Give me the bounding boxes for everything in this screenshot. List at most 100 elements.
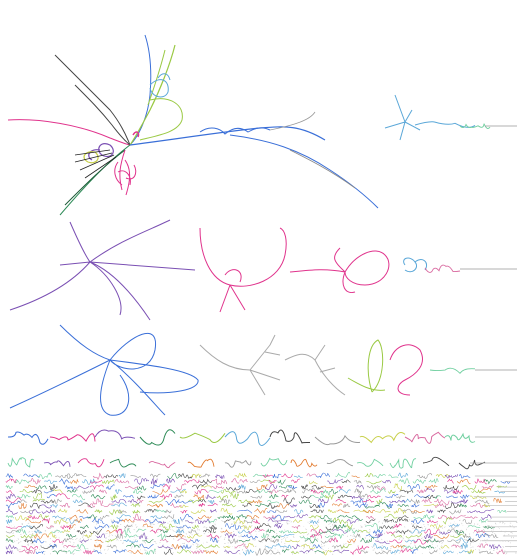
component-chain: [132, 488, 143, 495]
component-chain: [76, 508, 89, 514]
component-chain: [37, 472, 52, 479]
component-chain: [277, 479, 286, 485]
component-chain: [358, 493, 369, 500]
component-speck: [409, 542, 412, 545]
component-speck: [312, 528, 315, 531]
component-speck: [341, 552, 343, 555]
component-chain: [21, 524, 34, 529]
component-chain: [188, 499, 203, 504]
component-chain: [148, 498, 165, 504]
component-chain: [236, 514, 248, 519]
component-speck: [398, 552, 401, 554]
component-chain: [188, 529, 199, 535]
component-speck: [181, 520, 183, 523]
component-speck: [266, 533, 268, 535]
component-chain: [292, 519, 303, 523]
component-chain: [66, 534, 77, 538]
component-speck: [239, 521, 242, 524]
component-speck: [78, 540, 81, 542]
component-chain: [15, 528, 27, 535]
component-chain: [329, 488, 338, 495]
component-chain: [405, 538, 418, 543]
component-chain: [18, 549, 32, 554]
component-chain: [388, 489, 396, 494]
component-chain: [52, 489, 63, 494]
component-chain: [177, 538, 192, 543]
component-speck: [217, 539, 220, 542]
component-chain: [433, 534, 450, 539]
component-chain: [425, 487, 435, 492]
component-chain: [388, 474, 399, 478]
component-chain: [145, 548, 156, 555]
component-speck: [192, 543, 194, 546]
component-speck: [255, 527, 257, 529]
component-chain: [467, 549, 474, 554]
component-chain: [429, 549, 438, 555]
component-chain: [87, 514, 98, 520]
component-speck: [141, 543, 143, 545]
component-speck: [369, 521, 372, 523]
component-speck: [463, 538, 466, 540]
component-chain: [444, 474, 458, 479]
component-chain: [209, 524, 217, 530]
component-chain: [79, 524, 89, 529]
component-speck: [286, 522, 288, 524]
component-speck: [410, 530, 412, 533]
component-chain: [210, 537, 218, 543]
component-chain: [179, 432, 226, 444]
component-speck: [331, 528, 333, 531]
component-speck: [196, 547, 198, 550]
component-speck: [302, 536, 304, 539]
component-chain: [248, 499, 263, 504]
component-speck: [31, 532, 34, 535]
component-chain: [386, 503, 394, 509]
component-speck: [93, 521, 95, 523]
component-chain: [414, 121, 476, 128]
component-speck: [17, 538, 19, 540]
component-speck: [316, 538, 319, 540]
component-speck: [482, 528, 485, 531]
component-speck: [29, 536, 32, 538]
component-chain: [195, 518, 211, 525]
component-chain: [477, 543, 489, 548]
component-chain: [445, 495, 458, 499]
component-chain: [367, 495, 381, 499]
component-chain: [196, 544, 212, 549]
component-speck: [414, 527, 417, 529]
component-speck: [371, 546, 374, 548]
component-chain: [25, 519, 42, 524]
component-chain: [219, 498, 231, 505]
component-chain: [240, 525, 251, 530]
component-chain: [382, 479, 391, 484]
component-chain: [234, 543, 248, 549]
component-chain: [133, 513, 142, 521]
component-chain: [176, 525, 191, 529]
component-chain: [180, 513, 194, 521]
component-chain: [410, 529, 426, 534]
component-chain: [314, 550, 325, 554]
component-chain: [449, 509, 462, 515]
component-speck: [303, 544, 305, 546]
component-chain: [238, 539, 251, 543]
component-chain: [301, 484, 308, 490]
component-chain: [5, 529, 22, 534]
component-chain: [462, 519, 473, 525]
component-chain: [388, 539, 403, 544]
component-speck: [191, 534, 193, 536]
component-chain: [116, 514, 131, 519]
component-chain: [413, 538, 429, 545]
component-chain: [155, 509, 167, 513]
component-speck: [109, 525, 111, 527]
component-chain: [405, 532, 423, 539]
component-chain: [415, 545, 425, 549]
component-speck: [408, 530, 410, 532]
component-chain: [147, 503, 159, 507]
component-speck: [506, 553, 508, 555]
component-chain: [93, 550, 102, 554]
component-chain: [328, 509, 337, 513]
component-speck: [77, 547, 80, 550]
component-chain: [269, 494, 279, 499]
component-speck: [184, 536, 187, 538]
component-speck: [157, 527, 160, 530]
component-speck: [244, 525, 247, 527]
